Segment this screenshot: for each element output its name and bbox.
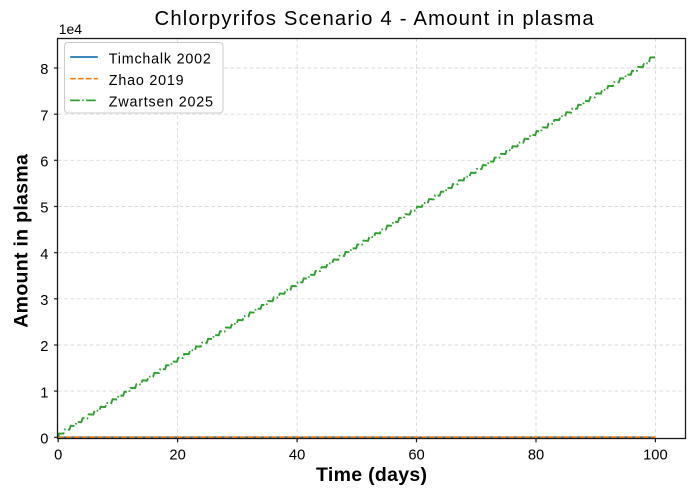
svg-text:3: 3	[40, 293, 48, 309]
svg-text:Time (days): Time (days)	[316, 464, 427, 486]
svg-text:20: 20	[169, 447, 185, 463]
svg-text:2: 2	[40, 339, 48, 355]
svg-text:7: 7	[40, 108, 48, 124]
svg-text:1: 1	[40, 385, 48, 401]
svg-text:40: 40	[289, 447, 305, 463]
svg-text:4: 4	[40, 247, 48, 263]
svg-text:100: 100	[643, 447, 668, 463]
svg-text:Zhao 2019: Zhao 2019	[109, 73, 185, 89]
svg-text:Amount in plasma: Amount in plasma	[11, 154, 33, 328]
svg-text:0: 0	[54, 447, 62, 463]
svg-text:8: 8	[40, 62, 48, 78]
svg-text:0: 0	[40, 432, 48, 448]
svg-text:5: 5	[40, 201, 48, 217]
svg-text:Chlorpyrifos Scenario 4 - Amou: Chlorpyrifos Scenario 4 - Amount in plas…	[154, 8, 594, 30]
svg-text:60: 60	[408, 447, 424, 463]
svg-text:Zwartsen 2025: Zwartsen 2025	[109, 95, 214, 111]
svg-text:6: 6	[40, 155, 48, 171]
svg-text:80: 80	[528, 447, 544, 463]
svg-text:1e4: 1e4	[59, 21, 83, 37]
svg-text:Timchalk 2002: Timchalk 2002	[109, 51, 212, 67]
